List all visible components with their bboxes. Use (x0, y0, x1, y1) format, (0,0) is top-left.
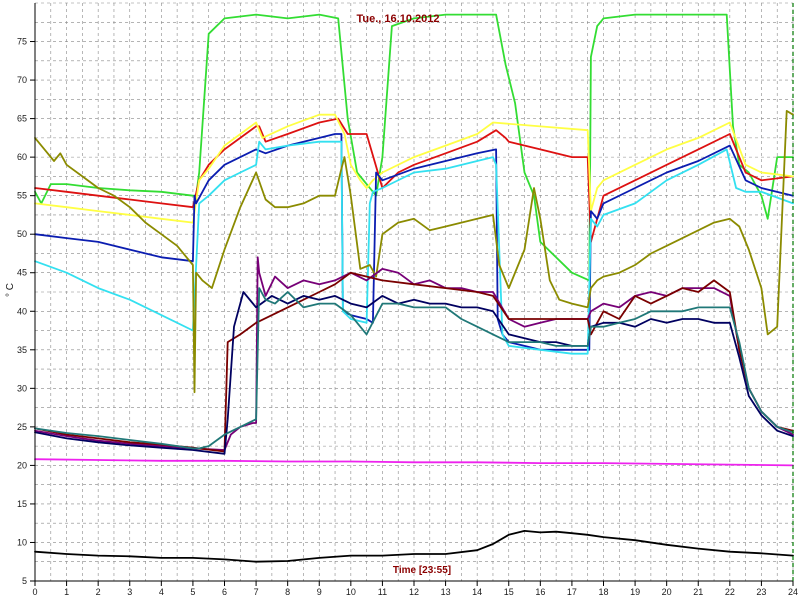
y-tick-label: 55 (17, 191, 27, 201)
x-tick-label: 22 (725, 587, 735, 597)
series-line-cyan (34, 140, 794, 355)
y-tick-label: 70 (17, 75, 27, 85)
x-tick-label: 16 (535, 587, 545, 597)
x-tick-label: 18 (598, 587, 608, 597)
x-axis-label: Time [23:55] (393, 565, 451, 576)
grid (34, 2, 794, 582)
x-tick-label: 9 (317, 587, 322, 597)
series-line-magenta (34, 458, 794, 467)
x-tick-label: 12 (409, 587, 419, 597)
y-axis-label: ° C (5, 283, 16, 297)
y-tick-label: 65 (17, 114, 27, 124)
y-tick-label: 20 (17, 460, 27, 470)
x-tick-label: 15 (504, 587, 514, 597)
x-tick-label: 17 (567, 587, 577, 597)
series-line-teal (34, 287, 794, 450)
x-tick-label: 8 (285, 587, 290, 597)
y-tick-label: 10 (17, 537, 27, 547)
x-tick-label: 4 (159, 587, 164, 597)
y-tick-label: 5 (22, 576, 27, 586)
series-layer (34, 13, 794, 563)
x-tick-label: 23 (756, 587, 766, 597)
x-tick-label: 11 (378, 587, 387, 597)
x-tick-label: 5 (190, 587, 195, 597)
x-tick-label: 13 (441, 587, 451, 597)
y-tick-label: 45 (17, 268, 27, 278)
x-tick-label: 6 (222, 587, 227, 597)
x-tick-label: 21 (693, 587, 703, 597)
tick-labels: 0 1 2 3 4 5 6 7 8 9 10 11 12 13 14 15 16 17 18 19 20 21 22 23 24… (17, 37, 798, 597)
y-tick-label: 50 (17, 229, 27, 239)
y-tick-label: 30 (17, 383, 27, 393)
x-tick-label: 24 (788, 587, 798, 597)
axes (30, 3, 794, 586)
series-line-navy (34, 291, 794, 455)
x-tick-label: 2 (96, 587, 101, 597)
y-tick-label: 15 (17, 499, 27, 509)
x-tick-label: 3 (127, 587, 132, 597)
x-tick-label: 7 (254, 587, 259, 597)
y-tick-label: 40 (17, 306, 27, 316)
x-tick-label: 20 (662, 587, 672, 597)
x-tick-label: 10 (346, 587, 356, 597)
y-tick-label: 60 (17, 152, 27, 162)
series-line-yellow (34, 113, 794, 224)
x-tick-label: 19 (630, 587, 640, 597)
y-tick-label: 75 (17, 37, 27, 47)
series-line-black (34, 530, 794, 563)
series-line-dark-red (34, 271, 794, 453)
series-line-olive (34, 110, 794, 394)
y-tick-label: 25 (17, 422, 27, 432)
y-tick-label: 35 (17, 345, 27, 355)
x-tick-label: 14 (472, 587, 482, 597)
series-line-blue (34, 133, 794, 351)
x-tick-label: 0 (32, 587, 37, 597)
x-tick-label: 1 (64, 587, 69, 597)
chart-title: Tue., 16.10.2012 (357, 13, 440, 25)
